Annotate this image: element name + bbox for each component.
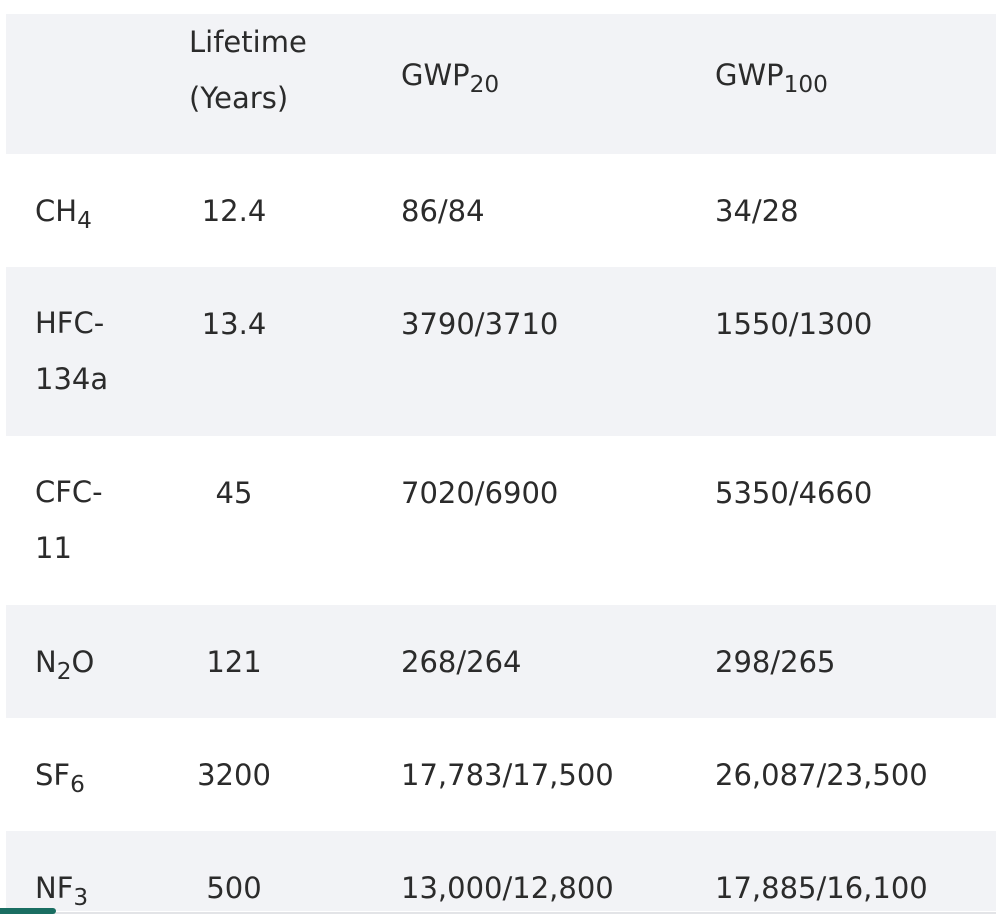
gas-cell: NF3 [35,859,88,911]
gwp100-cell: 34/28 [715,194,799,228]
gas-line1: HFC- [35,306,105,340]
gwp100-cell: 298/265 [715,645,836,679]
gwp100-cell: 26,087/23,500 [715,758,928,792]
gwp20-cell: 86/84 [401,194,485,228]
gas-line2: 134a [35,362,109,396]
gas-cell: CH4 [35,182,92,240]
gwp20-cell: 13,000/12,800 [401,871,614,905]
header-gwp100-base: GWP [715,58,784,92]
header-gwp20: GWP20 [401,46,499,104]
gas-cell: HFC- 134a [35,295,108,407]
table-bottom-border [6,912,996,914]
table-row: CFC- 11 45 7020/6900 5350/4660 [6,436,996,605]
header-gwp20-sub: 20 [469,70,500,98]
lifetime-cell: 121 [206,645,262,679]
gas-cell: N2O [35,633,94,691]
gwp20-cell: 7020/6900 [401,476,559,510]
header-lifetime: Lifetime (Years) [189,14,307,126]
header-gwp20-base: GWP [401,58,470,92]
horizontal-scroll-indicator[interactable] [0,908,56,914]
gas-sub: 4 [77,206,92,234]
gwp20-cell: 268/264 [401,645,522,679]
lifetime-cell: 3200 [197,758,271,792]
gas-line2: 11 [35,531,72,565]
header-lifetime-line2: (Years) [189,81,289,115]
gwp100-cell: 17,885/16,100 [715,871,928,905]
table-row: HFC- 134a 13.4 3790/3710 1550/1300 [6,267,996,436]
gwp-table: Lifetime (Years) GWP20 GWP100 CH4 12.4 8… [6,14,996,911]
gas-base: N [35,645,57,679]
gas-sub: 3 [73,883,89,911]
header-gwp100-sub: 100 [783,70,828,98]
gwp100-cell: 1550/1300 [715,307,873,341]
gas-base: CH [35,194,78,228]
gwp20-cell: 3790/3710 [401,307,559,341]
table-header-row: Lifetime (Years) GWP20 GWP100 [6,14,996,154]
gwp20-cell: 17,783/17,500 [401,758,614,792]
header-lifetime-line1: Lifetime [189,25,307,59]
lifetime-cell: 500 [206,871,262,905]
gas-tail: O [71,645,95,679]
lifetime-cell: 13.4 [201,307,267,341]
gas-base: NF [35,871,74,905]
table-row: CH4 12.4 86/84 34/28 [6,154,996,267]
table-row: N2O 121 268/264 298/265 [6,605,996,718]
gas-cell: CFC- 11 [35,464,103,576]
header-gwp100: GWP100 [715,46,828,104]
gwp100-cell: 5350/4660 [715,476,873,510]
table-row: NF3 500 13,000/12,800 17,885/16,100 [6,831,996,911]
gas-sub: 2 [56,657,72,685]
gas-sub: 6 [70,770,85,798]
lifetime-cell: 12.4 [201,194,267,228]
gas-cell: SF6 [35,746,85,804]
gas-base: SF [35,758,71,792]
lifetime-cell: 45 [215,476,253,510]
table-row: SF6 3200 17,783/17,500 26,087/23,500 [6,718,996,831]
gas-line1: CFC- [35,475,103,509]
